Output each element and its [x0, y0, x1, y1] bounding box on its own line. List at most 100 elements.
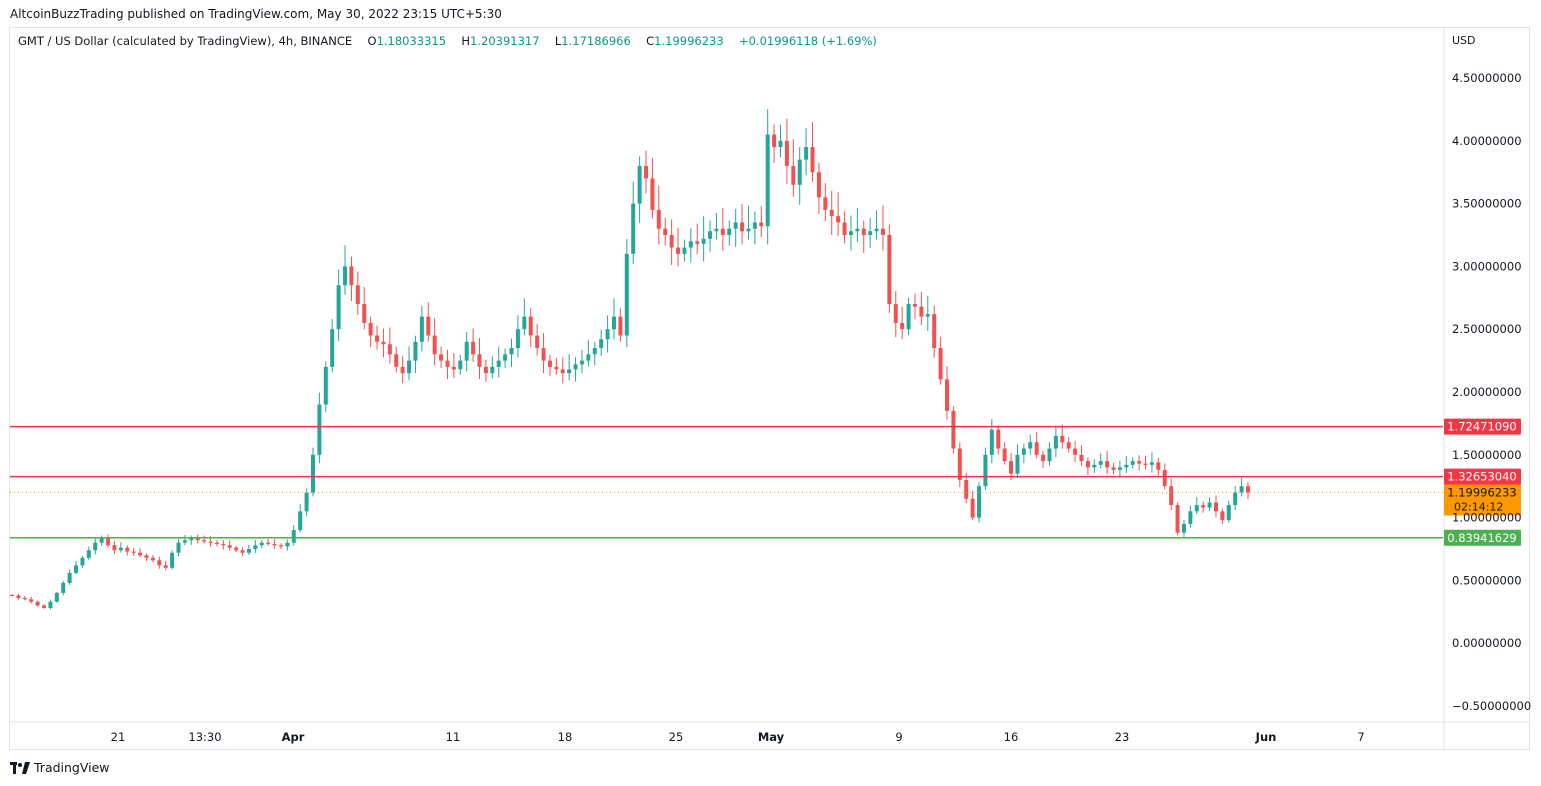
candle-body [253, 545, 258, 549]
candle-body [829, 209, 834, 217]
candle-body [605, 329, 610, 340]
candle-body [656, 209, 661, 229]
candle-body [1156, 462, 1161, 470]
candle-body [387, 344, 392, 355]
x-tick-label: 11 [446, 730, 461, 744]
candle-body [631, 203, 636, 254]
candle-body [1226, 505, 1231, 521]
candle-body [99, 537, 104, 543]
candle-body [964, 479, 969, 499]
candle-body [1175, 505, 1180, 533]
candle-body [1041, 454, 1046, 462]
candle-body [349, 266, 354, 286]
candle-body [29, 599, 34, 602]
candle-body [74, 565, 79, 573]
candle-body [1162, 469, 1167, 487]
candle-body [1002, 448, 1007, 462]
high-value: 1.20391317 [470, 34, 540, 48]
candle-body [996, 429, 1001, 449]
x-tick-label: 18 [558, 730, 573, 744]
candle-body [400, 366, 405, 374]
candle-body [234, 547, 239, 551]
candle-body [61, 582, 66, 593]
candle-body [1028, 442, 1033, 449]
candle-body [202, 540, 207, 542]
candle-body [150, 557, 155, 561]
candle-body [676, 247, 681, 254]
candle-body [42, 605, 47, 609]
x-tick-label: 23 [1115, 730, 1130, 744]
candle-body [343, 266, 348, 286]
candle-body [599, 339, 604, 349]
y-tick-label: 2.50000000 [1452, 322, 1522, 336]
candle-body [740, 222, 745, 232]
level-price-tag [1444, 529, 1521, 546]
y-tick-label: 0.50000000 [1452, 573, 1522, 587]
candle-body [131, 551, 136, 553]
candle-body [227, 545, 232, 548]
candle-body [1124, 464, 1129, 468]
low-value: 1.17186966 [561, 34, 631, 48]
level-label: 1.32653040 [1447, 470, 1517, 484]
candle-body [317, 404, 322, 455]
close-value: 1.19996233 [654, 34, 724, 48]
open-value: 1.18033315 [376, 34, 447, 48]
candle-body [1015, 454, 1020, 474]
candle-body [1149, 462, 1154, 465]
candle-body [682, 247, 687, 254]
candle-body [746, 228, 751, 232]
candle-body [112, 545, 117, 551]
candle-body [464, 341, 469, 361]
last-price-label: 1.19996233 [1447, 485, 1517, 499]
candle-body [458, 360, 463, 370]
candle-body [157, 560, 162, 566]
y-tick-label: 4.00000000 [1452, 134, 1522, 148]
candle-body [855, 228, 860, 232]
candle-body [1105, 461, 1110, 468]
candle-body [932, 314, 937, 349]
x-axis-ticks: 21 13:30 Apr 11 18 25 May 9 16 23 Jun 7 [111, 730, 1365, 744]
candle-body [80, 557, 85, 566]
candle-body [362, 304, 367, 323]
y-tick-label: 2.00000000 [1452, 385, 1522, 399]
x-tick-label: Apr [282, 730, 305, 744]
candle-body [618, 316, 623, 336]
candle-body [874, 228, 879, 232]
candle-body [791, 165, 796, 185]
y-tick-label: 3.00000000 [1452, 259, 1522, 273]
candle-body [752, 222, 757, 229]
x-tick-label: Jun [1255, 730, 1277, 744]
footer-brand[interactable]: TradingView [10, 760, 110, 775]
candle-body [54, 592, 59, 602]
candle-body [842, 222, 847, 235]
candle-body [547, 360, 552, 367]
candle-body [727, 228, 732, 235]
x-tick-label: May [758, 730, 785, 744]
candle-body [1207, 502, 1212, 508]
last-price-tag [1444, 484, 1521, 516]
x-tick-label: 7 [1357, 730, 1364, 744]
candle-body [695, 241, 700, 244]
y-tick-label: −0.50000000 [1452, 699, 1531, 713]
candle-body [624, 253, 629, 336]
x-tick-label: 21 [111, 730, 126, 744]
candle-body [1098, 461, 1103, 465]
candle-body [1053, 435, 1058, 449]
candle-body [1201, 505, 1206, 508]
candle-body [900, 322, 905, 330]
candle-body [496, 360, 501, 367]
candle-body [759, 222, 764, 227]
candle-body [310, 454, 315, 493]
candle-body [1060, 435, 1065, 443]
x-tick-label: 16 [1004, 730, 1019, 744]
candle-body [266, 542, 271, 544]
tradingview-logo-icon [10, 761, 30, 774]
candle-body [1047, 448, 1052, 462]
candle-body [259, 542, 264, 546]
close-label: C [646, 34, 655, 48]
candle-body [214, 542, 219, 544]
published-line: AltcoinBuzzTrading published on TradingV… [10, 7, 502, 21]
candle-body [246, 549, 251, 553]
candle-body [144, 555, 149, 558]
